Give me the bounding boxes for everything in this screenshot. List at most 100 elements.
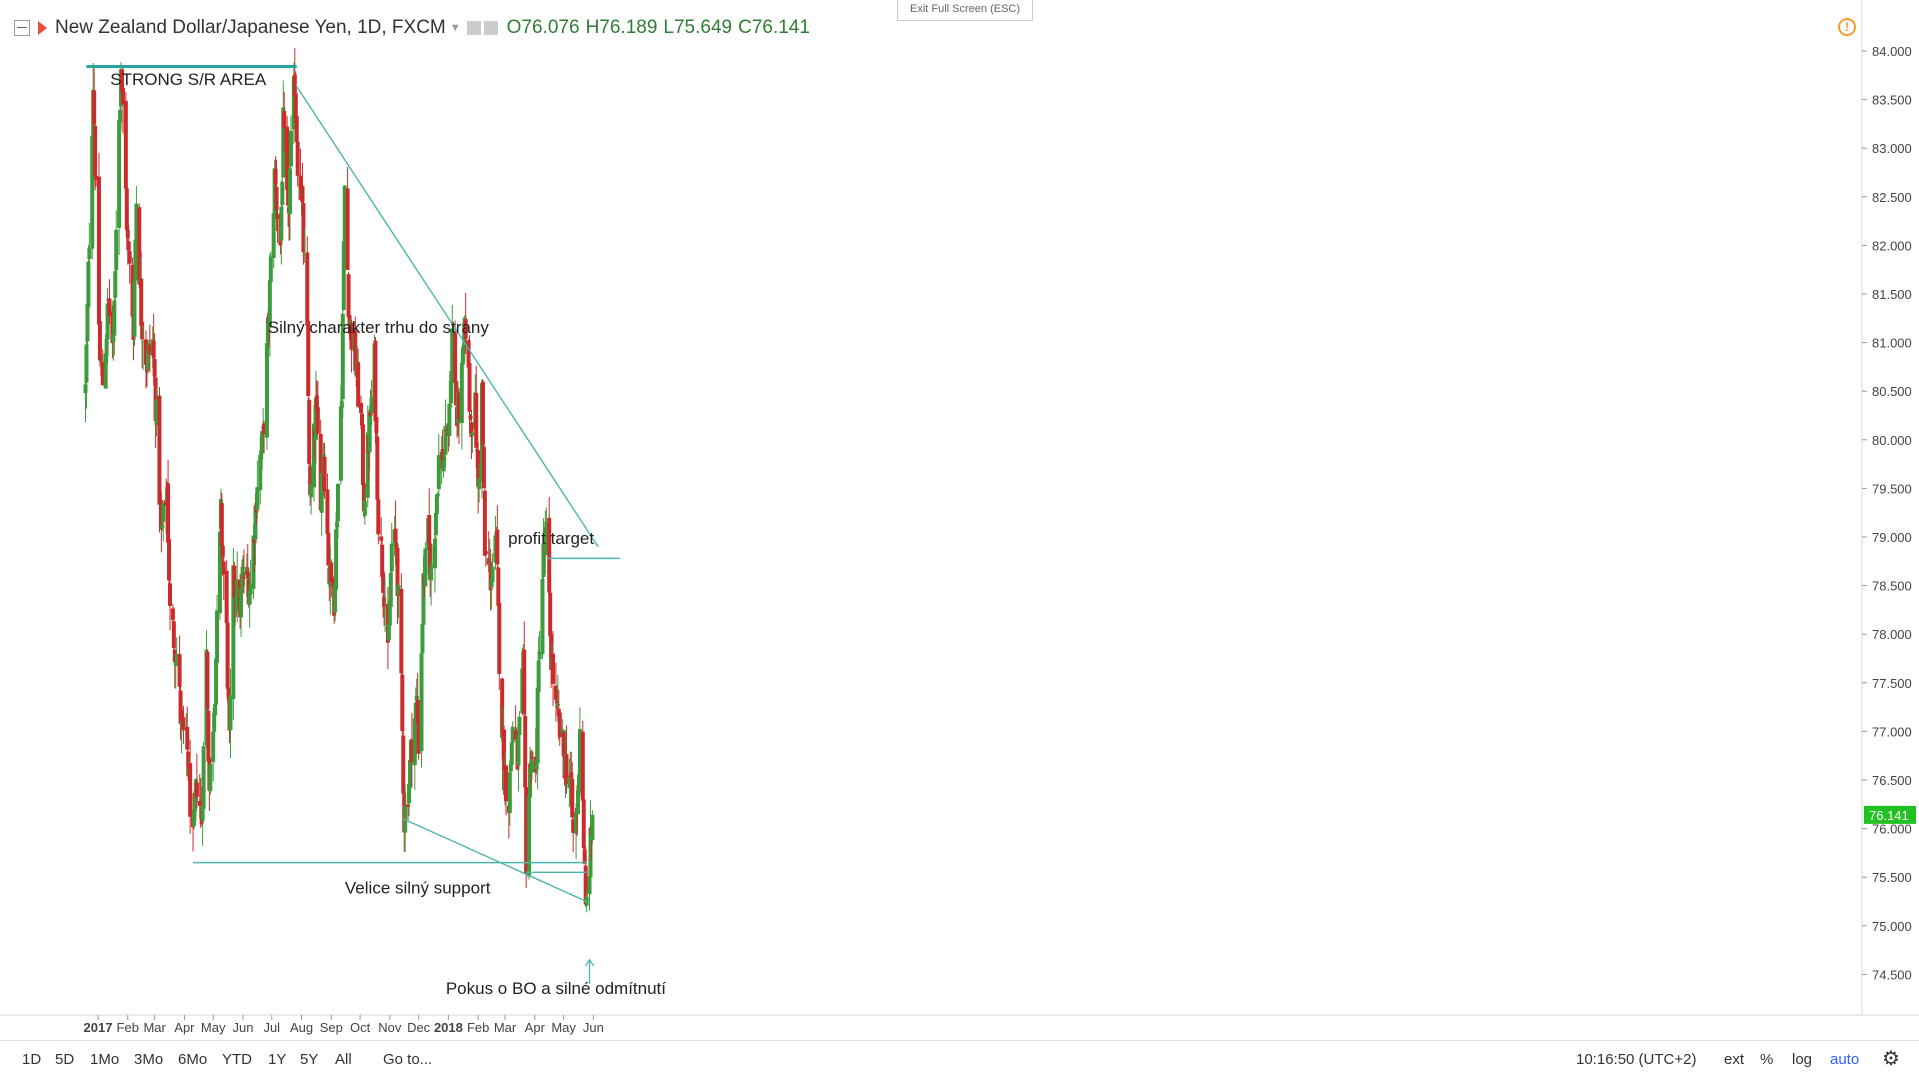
candle: [315, 381, 320, 435]
candle: [395, 542, 400, 625]
candle: [340, 294, 345, 419]
candle-body: [367, 411, 372, 452]
range-all[interactable]: All: [335, 1051, 352, 1068]
candle-body: [483, 551, 488, 554]
candle-body: [502, 729, 507, 791]
candle-body: [345, 188, 350, 270]
candle: [496, 566, 501, 608]
y-tick-label: 79.000: [1872, 530, 1912, 545]
candle: [419, 637, 424, 768]
y-tick-label: 83.000: [1872, 141, 1912, 156]
y-tick-label: 75.500: [1872, 870, 1912, 885]
candle: [281, 80, 286, 178]
candle-body: [157, 395, 162, 505]
candle-body: [302, 254, 307, 257]
candle-body: [477, 478, 482, 489]
candle-body: [554, 700, 559, 703]
candle-body: [127, 250, 132, 264]
candle-body: [580, 731, 585, 801]
candle-body: [211, 731, 216, 763]
candle: [476, 441, 481, 514]
symbol-title[interactable]: New Zealand Dollar/Japanese Yen, 1D, FXC…: [55, 17, 446, 38]
candle-body: [415, 700, 420, 724]
candle-body: [456, 393, 461, 420]
candle-body: [326, 532, 331, 566]
range-1y[interactable]: 1Y: [268, 1051, 287, 1068]
candle-body: [556, 708, 561, 716]
range-1d[interactable]: 1D: [22, 1051, 42, 1068]
y-tick-label: 81.500: [1872, 287, 1912, 302]
candle: [528, 746, 532, 810]
candle-body: [178, 690, 183, 724]
candle: [205, 649, 210, 715]
candle: [133, 235, 138, 307]
candle-body: [466, 340, 471, 368]
candle-body: [97, 321, 102, 361]
candle: [554, 693, 559, 710]
range-5d[interactable]: 5D: [55, 1051, 75, 1068]
range-1mo[interactable]: 1Mo: [90, 1051, 120, 1068]
candle-body: [181, 717, 186, 731]
range-5y[interactable]: 5Y: [300, 1051, 319, 1068]
candle-body: [132, 280, 137, 337]
candle: [154, 387, 159, 437]
candle-body: [126, 241, 131, 251]
auto-toggle[interactable]: auto: [1830, 1051, 1860, 1068]
candle-body: [547, 517, 552, 593]
chevron-down-icon[interactable]: ▼: [449, 22, 461, 34]
candle: [181, 705, 186, 745]
candle-body: [528, 763, 532, 798]
candle-body: [112, 300, 117, 336]
candle-body: [517, 716, 522, 736]
log-toggle[interactable]: log: [1792, 1051, 1813, 1068]
candle: [412, 708, 417, 791]
candle-body: [334, 529, 339, 590]
candle-body: [307, 400, 312, 465]
collapse-icon[interactable]: [14, 20, 30, 36]
candle-body: [551, 653, 556, 684]
close-icon[interactable]: [483, 21, 498, 35]
candle-body: [537, 651, 542, 660]
candle-body: [335, 522, 340, 528]
candle: [497, 598, 502, 690]
candle: [90, 114, 95, 260]
candle-body: [309, 484, 314, 498]
ext-toggle[interactable]: ext: [1724, 1051, 1745, 1068]
candle-body: [467, 363, 472, 412]
candle: [139, 251, 144, 335]
exit-fullscreen-button[interactable]: Exit Full Screen (ESC): [897, 0, 1033, 21]
percent-toggle[interactable]: %: [1760, 1051, 1774, 1068]
range-3mo[interactable]: 3Mo: [134, 1051, 164, 1068]
candle-body: [369, 396, 374, 414]
candle: [288, 115, 293, 172]
candle-body: [145, 350, 150, 370]
candle-body: [137, 207, 142, 285]
settings-icon[interactable]: [466, 21, 481, 35]
price-chart[interactable]: 84.000 83.500 83.000 82.500 82.000 81.500 81.0…: [0, 0, 1919, 1040]
candle-body: [253, 505, 258, 540]
chart-legend: New Zealand Dollar/Japanese Yen, 1D, FXC…: [14, 14, 810, 42]
candle-body: [219, 503, 224, 546]
flag-icon[interactable]: [38, 21, 47, 35]
gear-icon[interactable]: ⚙: [1882, 1048, 1900, 1070]
candle-body: [260, 431, 265, 454]
candle-body: [174, 653, 179, 661]
x-tick-label: Sep: [320, 1020, 343, 1035]
candle: [382, 571, 387, 626]
candle-body: [226, 688, 231, 699]
range-6mo[interactable]: 6Mo: [178, 1051, 208, 1068]
candle-body: [435, 493, 440, 496]
last-price-tag: [1864, 805, 1916, 824]
candle-body: [581, 799, 586, 849]
goto-button[interactable]: Go to...: [383, 1051, 433, 1068]
candle: [535, 675, 540, 790]
candle: [342, 185, 347, 248]
candle-body: [239, 588, 244, 618]
candle-body: [139, 278, 144, 326]
candle-body: [387, 604, 392, 626]
candle-body: [114, 229, 119, 271]
alert-icon[interactable]: !: [1838, 18, 1856, 36]
range-ytd[interactable]: YTD: [222, 1051, 252, 1068]
candle-body: [140, 321, 145, 340]
candle-body: [241, 577, 246, 579]
